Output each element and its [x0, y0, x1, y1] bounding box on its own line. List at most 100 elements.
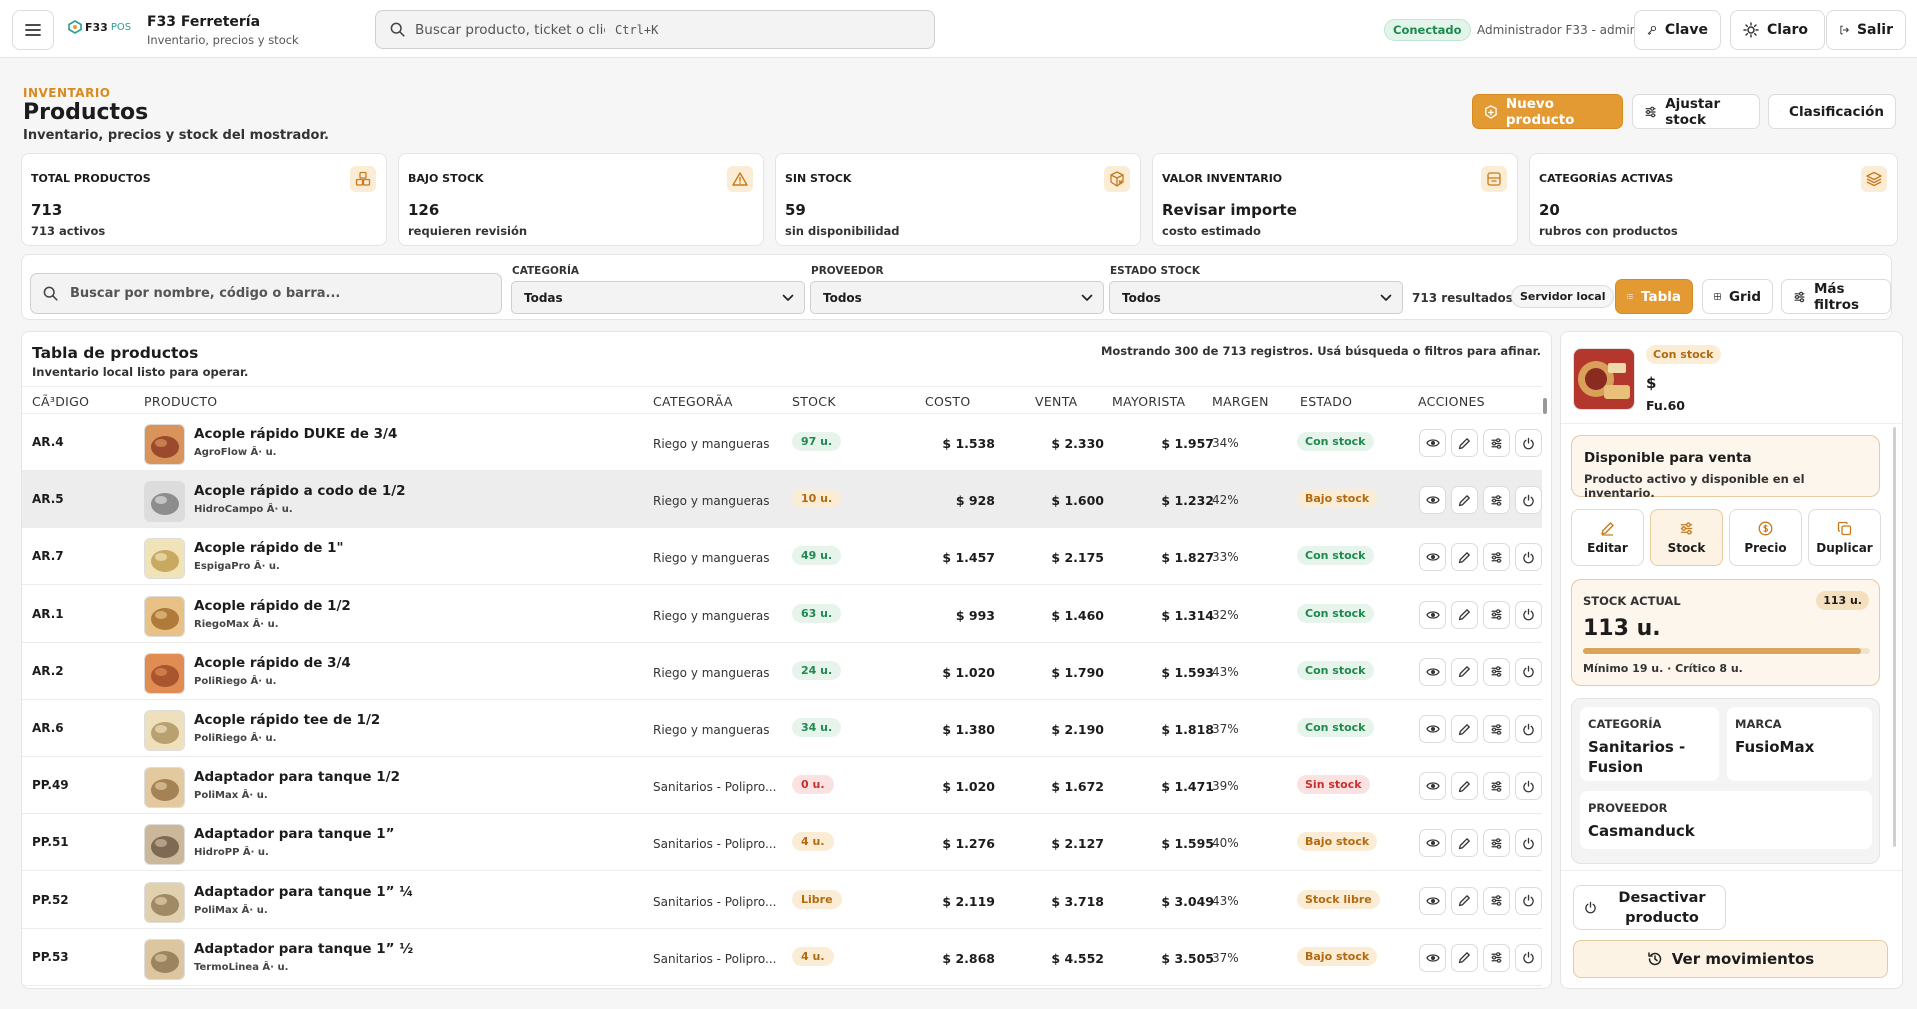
table-row[interactable]: AR.5 Acople rápido a codo de 1/2 HidroCamp… [22, 471, 1542, 529]
table-row[interactable]: AR.4 Acople rápido DUKE de 3/4 AgroFlow Â·… [22, 414, 1542, 471]
grid-view-button[interactable]: Grid [1702, 279, 1773, 314]
table-row[interactable]: AR.7 Acople rápido de 1" EspigaPro Â· u. Ri… [22, 528, 1542, 586]
table-row[interactable]: PP.52 Adaptador para tanque 1” ¼ PoliMax Â… [22, 872, 1542, 929]
global-search-input[interactable] [415, 21, 605, 38]
product-name[interactable]: Adaptador para tanque 1” ½ [194, 940, 414, 957]
product-search[interactable] [30, 273, 502, 314]
category-select[interactable]: Todas [511, 281, 805, 314]
sale-value: $ 1.672 [1051, 779, 1104, 795]
toggle-active-button[interactable] [1515, 886, 1542, 915]
product-name[interactable]: Acople rápido DUKE de 3/4 [194, 426, 398, 442]
password-button[interactable]: Clave [1634, 10, 1721, 50]
stock-status-select[interactable]: Todos [1109, 281, 1403, 314]
more-filters-button[interactable]: Más filtros [1781, 279, 1891, 314]
edit-button[interactable] [1451, 886, 1478, 915]
edit-button[interactable] [1451, 657, 1478, 686]
edit-button[interactable] [1451, 829, 1478, 858]
table-view-button[interactable]: Tabla [1615, 279, 1693, 314]
product-name[interactable]: Acople rápido de 3/4 [194, 654, 351, 671]
table-row[interactable]: AR.6 Acople rápido tee de 1/2 PoliRiego Â·… [22, 700, 1542, 757]
adjust-button[interactable] [1483, 600, 1510, 629]
col-wholesale[interactable]: MAYORISTA [1112, 394, 1186, 409]
product-name[interactable]: Adaptador para tanque 1” ¼ [194, 883, 414, 900]
view-button[interactable] [1419, 886, 1446, 915]
adjust-stock-button[interactable]: Ajustar stock [1632, 94, 1760, 129]
edit-product-button[interactable]: Editar [1571, 509, 1644, 566]
table-row[interactable]: AR.1 Acople rápido de 1/2 RiegoMax Â· u. Ri… [22, 586, 1542, 643]
col-code[interactable]: CÃ³DIGO [32, 394, 90, 409]
stock-badge: 4 u. [792, 832, 834, 852]
col-category[interactable]: CATEGORÃA [653, 394, 733, 409]
adjust-button[interactable] [1483, 486, 1510, 515]
product-name[interactable]: Adaptador para tanque 1/2 [194, 769, 401, 786]
toggle-active-button[interactable] [1515, 829, 1542, 858]
view-button[interactable] [1419, 829, 1446, 858]
power-icon [1523, 837, 1534, 850]
table-scrollbar[interactable] [1543, 398, 1547, 414]
toggle-active-button[interactable] [1515, 486, 1542, 515]
edit-button[interactable] [1451, 715, 1478, 743]
price-product-button[interactable]: Precio [1729, 509, 1802, 566]
theme-button[interactable]: Claro [1730, 10, 1825, 50]
product-name[interactable]: Acople rápido de 1" [194, 540, 344, 557]
edit-button[interactable] [1451, 543, 1478, 572]
logout-button[interactable]: Salir [1826, 10, 1906, 50]
classification-button[interactable]: Clasificación [1768, 94, 1896, 129]
deactivate-product-button[interactable]: Desactivar producto [1573, 885, 1726, 930]
toggle-active-button[interactable] [1515, 429, 1542, 457]
edit-button[interactable] [1451, 486, 1478, 515]
power-icon [1585, 901, 1596, 914]
product-name[interactable]: Adaptador para tanque 1” [194, 826, 395, 843]
edit-button[interactable] [1451, 600, 1478, 629]
view-button[interactable] [1419, 600, 1446, 629]
global-search[interactable]: Ctrl+K [375, 10, 935, 49]
adjust-button[interactable] [1483, 943, 1510, 972]
edit-button[interactable] [1451, 943, 1478, 972]
adjust-button[interactable] [1483, 886, 1510, 915]
view-button[interactable] [1419, 715, 1446, 743]
product-search-input[interactable] [70, 286, 470, 301]
col-stock[interactable]: STOCK [792, 394, 836, 409]
col-margin[interactable]: MARGEN [1212, 394, 1269, 409]
product-name[interactable]: Acople rápido tee de 1/2 [194, 712, 381, 728]
col-status[interactable]: ESTADO [1300, 394, 1353, 409]
view-movements-button[interactable]: Ver movimientos [1573, 940, 1888, 978]
col-sale[interactable]: VENTA [1035, 394, 1078, 409]
col-product[interactable]: PRODUCTO [144, 394, 218, 409]
table-row[interactable]: PP.53 Adaptador para tanque 1” ½ TermoLine… [22, 929, 1542, 986]
view-button[interactable] [1419, 657, 1446, 686]
view-button[interactable] [1419, 543, 1446, 572]
adjust-button[interactable] [1483, 657, 1510, 686]
new-product-button[interactable]: Nuevo producto [1472, 94, 1623, 129]
adjust-button[interactable] [1483, 715, 1510, 743]
edit-button[interactable] [1451, 429, 1478, 457]
edit-button[interactable] [1451, 772, 1478, 801]
toggle-active-button[interactable] [1515, 543, 1542, 572]
toggle-active-button[interactable] [1515, 943, 1542, 972]
col-cost[interactable]: COSTO [925, 394, 971, 409]
product-thumbnail-image [145, 653, 184, 693]
table-row[interactable]: PP.49 Adaptador para tanque 1/2 PoliMax Â·… [22, 757, 1542, 815]
view-button[interactable] [1419, 429, 1446, 457]
view-button[interactable] [1419, 772, 1446, 801]
product-name[interactable]: Acople rápido de 1/2 [194, 597, 351, 614]
view-button[interactable] [1419, 486, 1446, 515]
stock-product-button[interactable]: Stock [1650, 509, 1723, 566]
adjust-button[interactable] [1483, 829, 1510, 858]
duplicate-product-button[interactable]: Duplicar [1808, 509, 1881, 566]
table-row[interactable]: PP.51 Adaptador para tanque 1” HidroPP Â· … [22, 814, 1542, 872]
provider-select[interactable]: Todos [810, 281, 1104, 314]
margin-value: 37% [1212, 950, 1239, 965]
menu-button[interactable] [12, 10, 54, 50]
toggle-active-button[interactable] [1515, 600, 1542, 629]
table-row[interactable]: AR.2 Acople rápido de 3/4 PoliRiego Â· u. R… [22, 643, 1542, 700]
adjust-button[interactable] [1483, 429, 1510, 457]
toggle-active-button[interactable] [1515, 657, 1542, 686]
toggle-active-button[interactable] [1515, 715, 1542, 743]
detail-scrollbar[interactable] [1893, 427, 1896, 847]
product-name[interactable]: Acople rápido a codo de 1/2 [194, 483, 406, 500]
toggle-active-button[interactable] [1515, 772, 1542, 801]
adjust-button[interactable] [1483, 772, 1510, 801]
view-button[interactable] [1419, 943, 1446, 972]
adjust-button[interactable] [1483, 543, 1510, 572]
